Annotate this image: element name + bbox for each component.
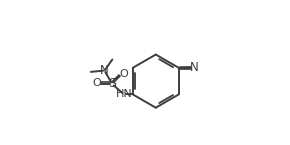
Text: O: O xyxy=(119,69,128,79)
Text: N: N xyxy=(100,64,109,77)
Text: HN: HN xyxy=(116,89,133,99)
Text: O: O xyxy=(93,78,101,88)
Text: N: N xyxy=(190,61,199,74)
Text: S: S xyxy=(108,77,116,90)
